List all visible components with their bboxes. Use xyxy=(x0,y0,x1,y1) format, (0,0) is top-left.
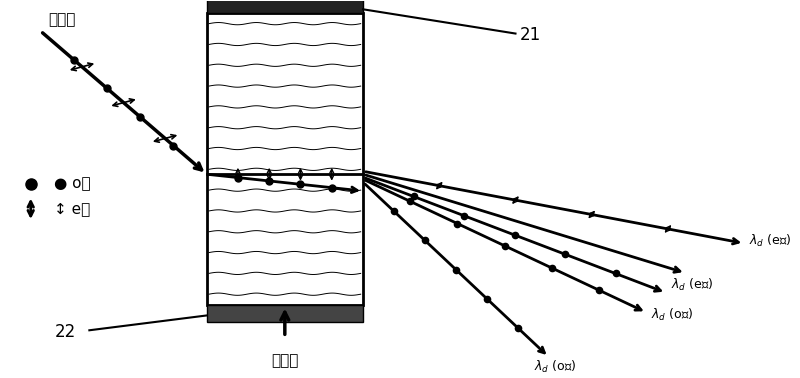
Text: ↕ e光: ↕ e光 xyxy=(54,201,90,216)
Text: $\lambda_d$ (e光): $\lambda_d$ (e光) xyxy=(749,233,791,249)
Text: ● o光: ● o光 xyxy=(54,177,90,192)
Bar xyxy=(206,13,363,305)
Text: $\lambda_d$ (o光): $\lambda_d$ (o光) xyxy=(534,359,577,375)
Text: $\lambda_d$ (o光): $\lambda_d$ (o光) xyxy=(651,307,694,322)
Text: 入射光: 入射光 xyxy=(48,12,76,27)
Text: 22: 22 xyxy=(55,323,76,341)
Text: $\lambda_d$ (e光): $\lambda_d$ (e光) xyxy=(671,277,714,293)
Bar xyxy=(206,305,363,322)
Text: 换能器: 换能器 xyxy=(271,353,298,368)
Text: 21: 21 xyxy=(519,26,541,44)
Bar xyxy=(206,0,363,13)
